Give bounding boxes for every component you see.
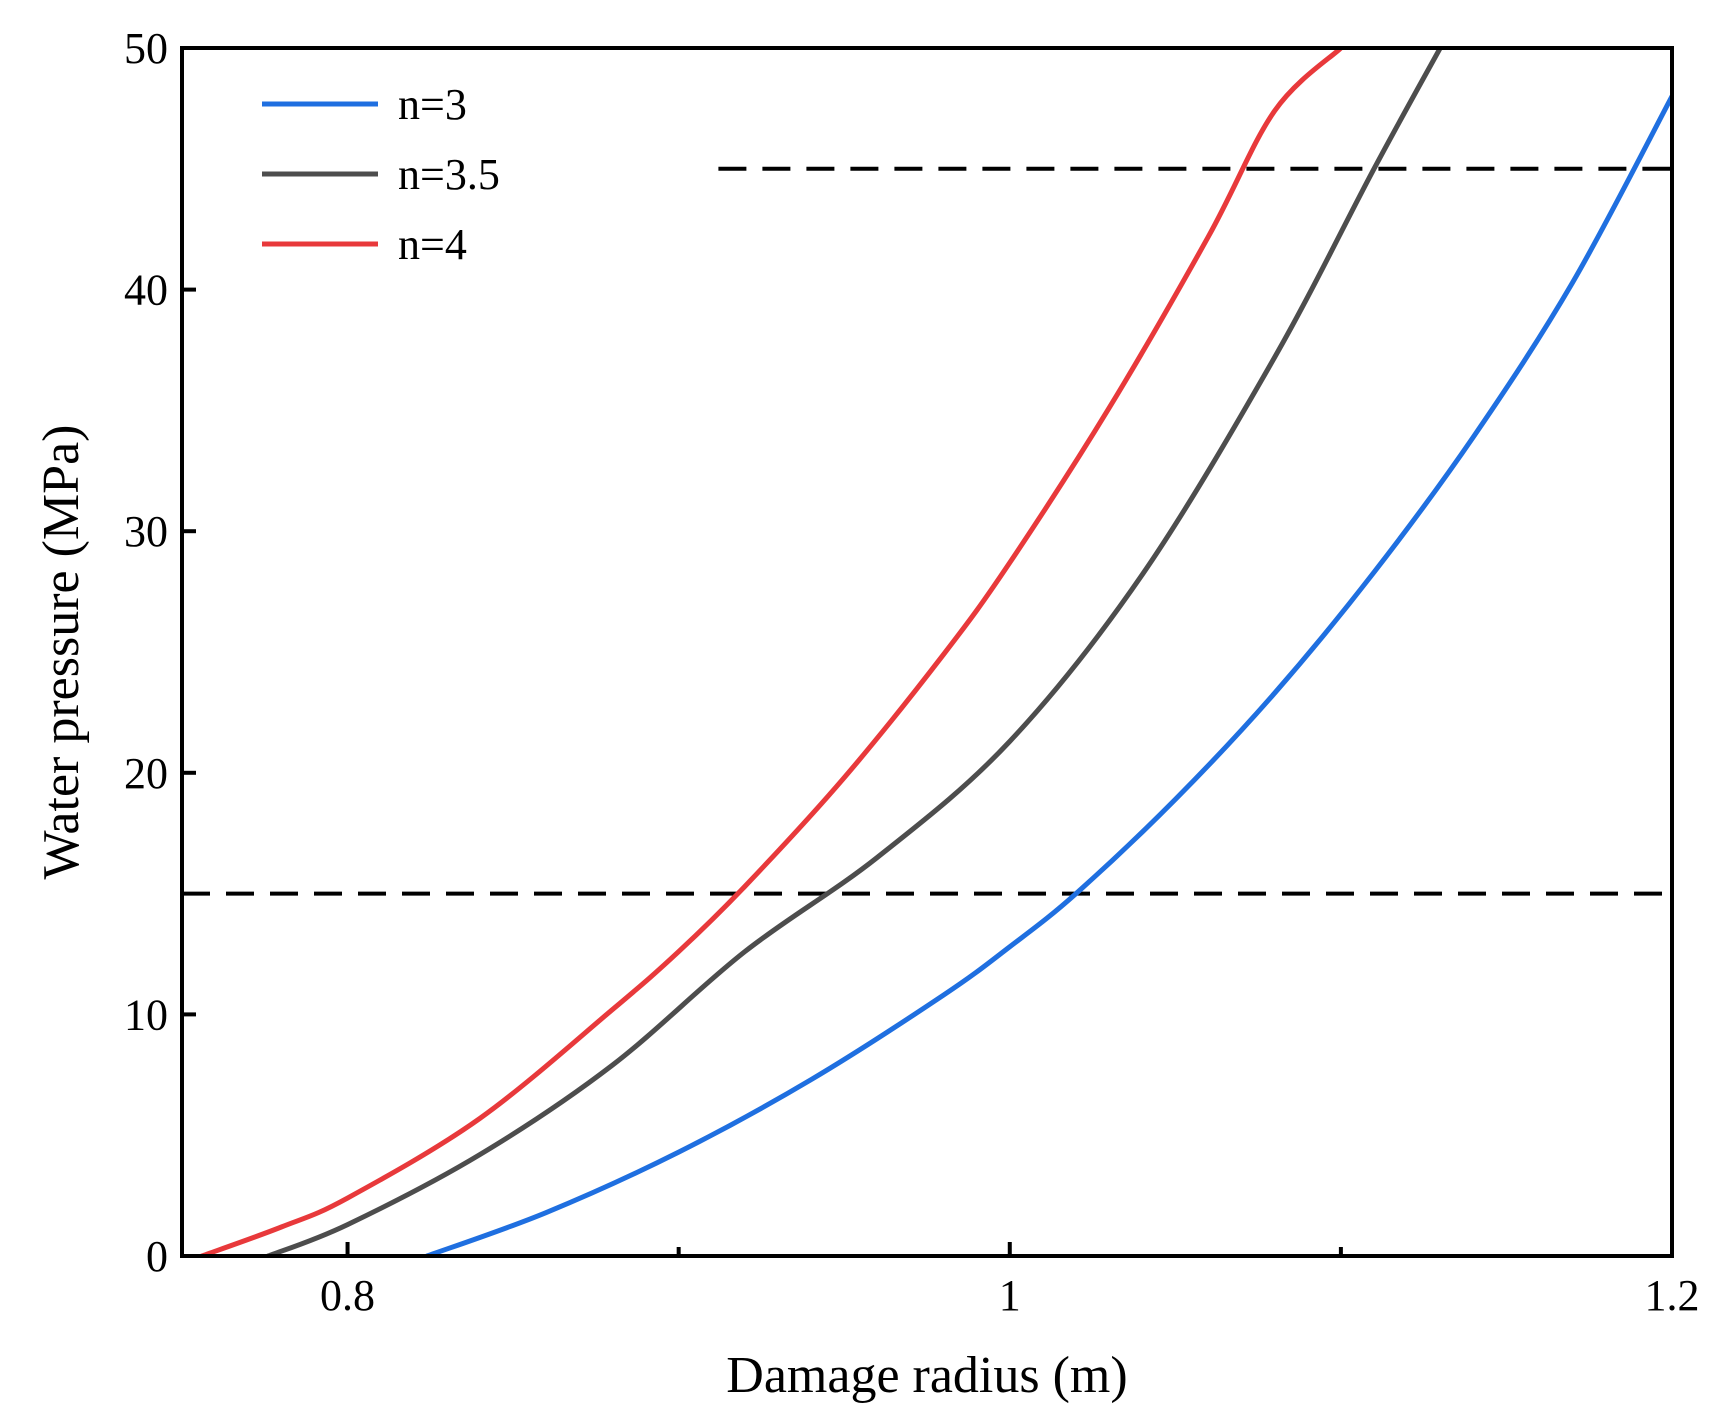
legend-label-n=4: n=4 — [398, 220, 467, 269]
y-tick-label: 30 — [124, 507, 168, 556]
y-axis-title: Water pressure (MPa) — [33, 425, 90, 880]
legend: n=3 n=3.5 n=4 — [262, 80, 500, 269]
plot-frame — [180, 46, 1674, 1258]
x-tick-label: 1.2 — [1645, 1271, 1700, 1320]
x-tick-label: 1 — [999, 1271, 1021, 1320]
y-tick-label: 20 — [124, 749, 168, 798]
legend-label-n=3.5: n=3.5 — [398, 150, 500, 199]
legend-label-n=3: n=3 — [398, 80, 467, 129]
x-axis-title: Damage radius (m) — [726, 1347, 1127, 1404]
y-tick-label: 0 — [146, 1232, 168, 1281]
y-tick-label: 40 — [124, 266, 168, 315]
series-line-n=4 — [199, 48, 1344, 1256]
y-tick-label: 10 — [124, 990, 168, 1039]
y-tick-label: 50 — [124, 24, 168, 73]
series-line-n=3 — [424, 93, 1672, 1256]
x-tick-label: 0.8 — [320, 1271, 375, 1320]
series-line-n=3.5 — [265, 48, 1443, 1256]
